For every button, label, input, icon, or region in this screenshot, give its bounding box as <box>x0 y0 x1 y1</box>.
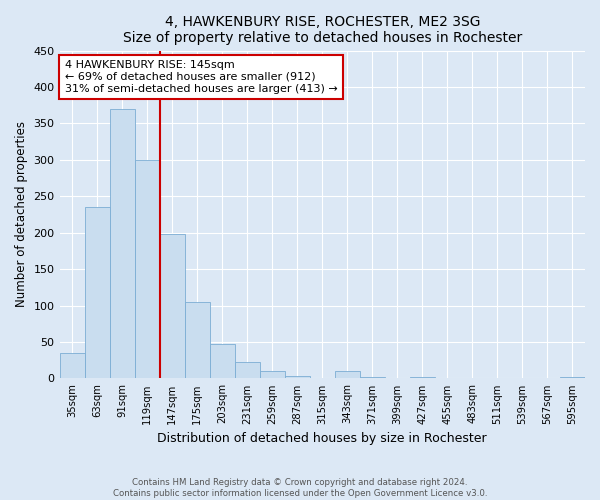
Bar <box>285 376 310 378</box>
Text: Contains HM Land Registry data © Crown copyright and database right 2024.
Contai: Contains HM Land Registry data © Crown c… <box>113 478 487 498</box>
Bar <box>185 302 209 378</box>
Bar <box>260 371 285 378</box>
Bar <box>410 377 435 378</box>
Bar <box>560 377 585 378</box>
Bar <box>85 207 110 378</box>
X-axis label: Distribution of detached houses by size in Rochester: Distribution of detached houses by size … <box>157 432 487 445</box>
Bar <box>235 362 260 378</box>
Bar <box>209 344 235 378</box>
Text: 4 HAWKENBURY RISE: 145sqm
← 69% of detached houses are smaller (912)
31% of semi: 4 HAWKENBURY RISE: 145sqm ← 69% of detac… <box>65 60 338 94</box>
Y-axis label: Number of detached properties: Number of detached properties <box>15 122 28 308</box>
Title: 4, HAWKENBURY RISE, ROCHESTER, ME2 3SG
Size of property relative to detached hou: 4, HAWKENBURY RISE, ROCHESTER, ME2 3SG S… <box>122 15 522 45</box>
Bar <box>134 160 160 378</box>
Bar <box>59 353 85 378</box>
Bar <box>335 371 360 378</box>
Bar <box>160 234 185 378</box>
Bar <box>110 109 134 378</box>
Bar <box>360 377 385 378</box>
